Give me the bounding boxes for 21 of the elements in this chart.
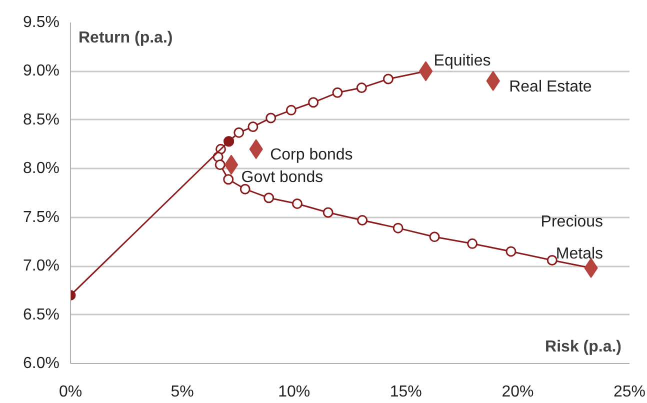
series-label: Govt bonds	[241, 169, 324, 186]
series-label: Real Estate	[509, 78, 592, 96]
series-label: Precious Metals	[540, 213, 604, 263]
y-tick-label: 6.0%	[23, 355, 60, 372]
x-tick-label: 5%	[170, 384, 194, 400]
y-tick-label: 8.5%	[23, 111, 60, 128]
x-tick-label: 0%	[58, 384, 82, 400]
y-tick-label: 9.0%	[23, 62, 60, 80]
y-tick-label: 7.0%	[23, 258, 60, 275]
y-tick-label: 8.0%	[23, 160, 60, 178]
x-tick-label: 25%	[613, 384, 646, 400]
x-axis-title: Risk (p.a.)	[545, 338, 622, 356]
x-tick-label: 10%	[278, 384, 310, 400]
series-label: Equities	[434, 52, 491, 70]
x-tick-label: 20%	[502, 384, 534, 400]
y-axis-title: Return (p.a.)	[78, 30, 173, 46]
y-tick-label: 7.5%	[23, 208, 60, 226]
x-tick-label: 15%	[390, 384, 422, 400]
y-tick-label: 9.5%	[23, 14, 60, 31]
series-label: Corp bonds	[270, 146, 353, 164]
y-tick-label: 6.5%	[23, 306, 60, 324]
